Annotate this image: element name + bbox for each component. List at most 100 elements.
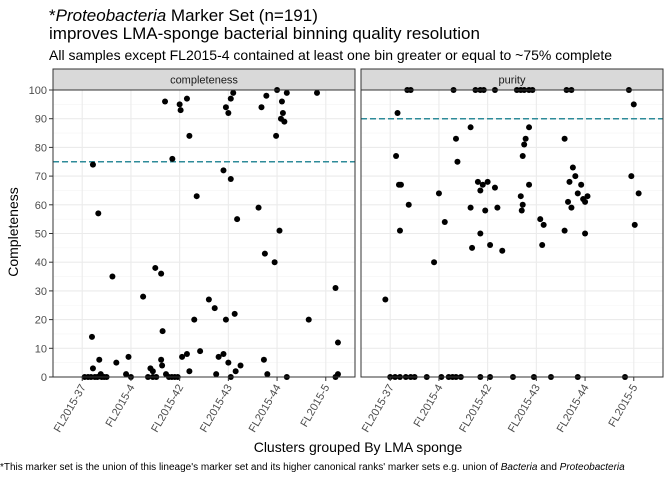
data-point <box>179 353 186 360</box>
data-point <box>113 359 120 366</box>
data-point <box>237 362 244 369</box>
data-point <box>271 259 278 266</box>
data-point <box>314 89 321 96</box>
data-point <box>260 356 267 363</box>
data-point <box>152 264 159 271</box>
data-point <box>334 339 341 346</box>
data-point <box>273 132 280 139</box>
chart-title-line2: improves LMA-sponge bacterial binning qu… <box>49 24 480 43</box>
y-tick-label: 20 <box>35 315 47 327</box>
caption-part: *This marker set is the union of this li… <box>0 462 501 473</box>
caption-part: Proteobacteria <box>560 462 625 473</box>
data-point <box>89 161 96 168</box>
data-point <box>261 250 268 257</box>
data-point <box>484 178 491 185</box>
data-point <box>281 118 288 125</box>
data-point <box>109 273 116 280</box>
data-point <box>382 296 389 303</box>
data-point <box>159 362 166 369</box>
data-point <box>431 259 438 266</box>
data-point <box>628 173 635 180</box>
data-point <box>454 158 461 165</box>
data-point <box>95 210 102 217</box>
caption-part: and <box>537 462 559 473</box>
x-tick-label: FL2015-42 <box>149 383 186 435</box>
data-point <box>469 244 476 251</box>
data-point <box>519 201 526 208</box>
data-point <box>540 221 547 228</box>
data-point <box>283 89 290 96</box>
data-point <box>177 107 184 114</box>
y-axis-title: Completeness <box>5 187 21 277</box>
data-point <box>123 371 130 378</box>
x-tick-label: FL2015-43 <box>506 383 543 435</box>
data-point <box>467 124 474 131</box>
data-point <box>159 328 166 335</box>
x-axis-title: Clusters grouped By LMA sponge <box>254 439 463 455</box>
data-point <box>89 365 96 372</box>
data-point <box>435 190 442 197</box>
data-point <box>220 351 227 358</box>
data-point <box>394 109 401 116</box>
data-point <box>183 351 190 358</box>
data-point <box>499 247 506 254</box>
data-point <box>474 178 481 185</box>
data-point <box>630 101 637 108</box>
facet-strip-label: completeness <box>170 75 238 87</box>
data-point <box>258 104 265 111</box>
y-tick-label: 10 <box>35 343 47 355</box>
data-point <box>477 187 484 194</box>
data-point <box>278 98 285 105</box>
data-point <box>222 316 229 323</box>
data-point <box>158 270 165 277</box>
data-point <box>264 371 271 378</box>
data-point <box>566 178 573 185</box>
data-point <box>225 359 232 366</box>
chart-caption: *This marker set is the union of this li… <box>0 462 625 473</box>
x-tick-label: FL2015-37 <box>360 383 397 435</box>
data-point <box>574 190 581 197</box>
panel-completeness: completeness FL2015-37 FL2015-4 FL2015-42 FL… <box>52 68 356 435</box>
data-point <box>565 198 572 205</box>
data-point <box>635 190 642 197</box>
data-point <box>215 353 222 360</box>
x-tick-label: FL2015-44 <box>555 383 592 435</box>
x-tick-label: FL2015-4 <box>104 383 138 430</box>
data-point <box>582 198 589 205</box>
x-tick-label: FL2015-5 <box>606 383 640 430</box>
data-point <box>225 109 232 116</box>
data-point <box>158 356 165 363</box>
data-point <box>263 92 270 99</box>
data-point <box>561 135 568 142</box>
x-tick-label: FL2015-42 <box>457 383 494 435</box>
y-tick-label: 60 <box>35 200 47 212</box>
y-tick-label: 90 <box>35 114 47 126</box>
y-tick-label: 100 <box>29 85 47 97</box>
data-point <box>96 356 103 363</box>
data-point <box>140 293 147 300</box>
data-point <box>487 241 494 248</box>
chart-title: *Proteobacteria Marker Set (n=191) <box>49 6 318 25</box>
data-point <box>561 227 568 234</box>
data-point <box>213 371 220 378</box>
y-tick-label: 50 <box>35 229 47 241</box>
data-point <box>279 109 286 116</box>
data-point <box>149 368 156 375</box>
data-point <box>518 207 525 214</box>
x-tick-label: FL2015-43 <box>198 383 235 435</box>
data-point <box>578 181 585 188</box>
data-point <box>526 124 533 131</box>
data-point <box>397 181 404 188</box>
x-tick-label: FL2015-5 <box>298 383 332 430</box>
data-point <box>231 310 238 317</box>
data-point <box>521 141 528 148</box>
caption-part: Bacteria <box>501 462 538 473</box>
data-point <box>441 219 448 226</box>
x-tick-label: FL2015-37 <box>52 383 89 435</box>
y-tick-label: 70 <box>35 171 47 183</box>
chart-subtitle: All samples except FL2015-4 contained at… <box>49 47 612 63</box>
data-point <box>186 132 193 139</box>
data-point <box>582 230 589 237</box>
data-point <box>569 164 576 171</box>
data-point <box>491 184 498 191</box>
